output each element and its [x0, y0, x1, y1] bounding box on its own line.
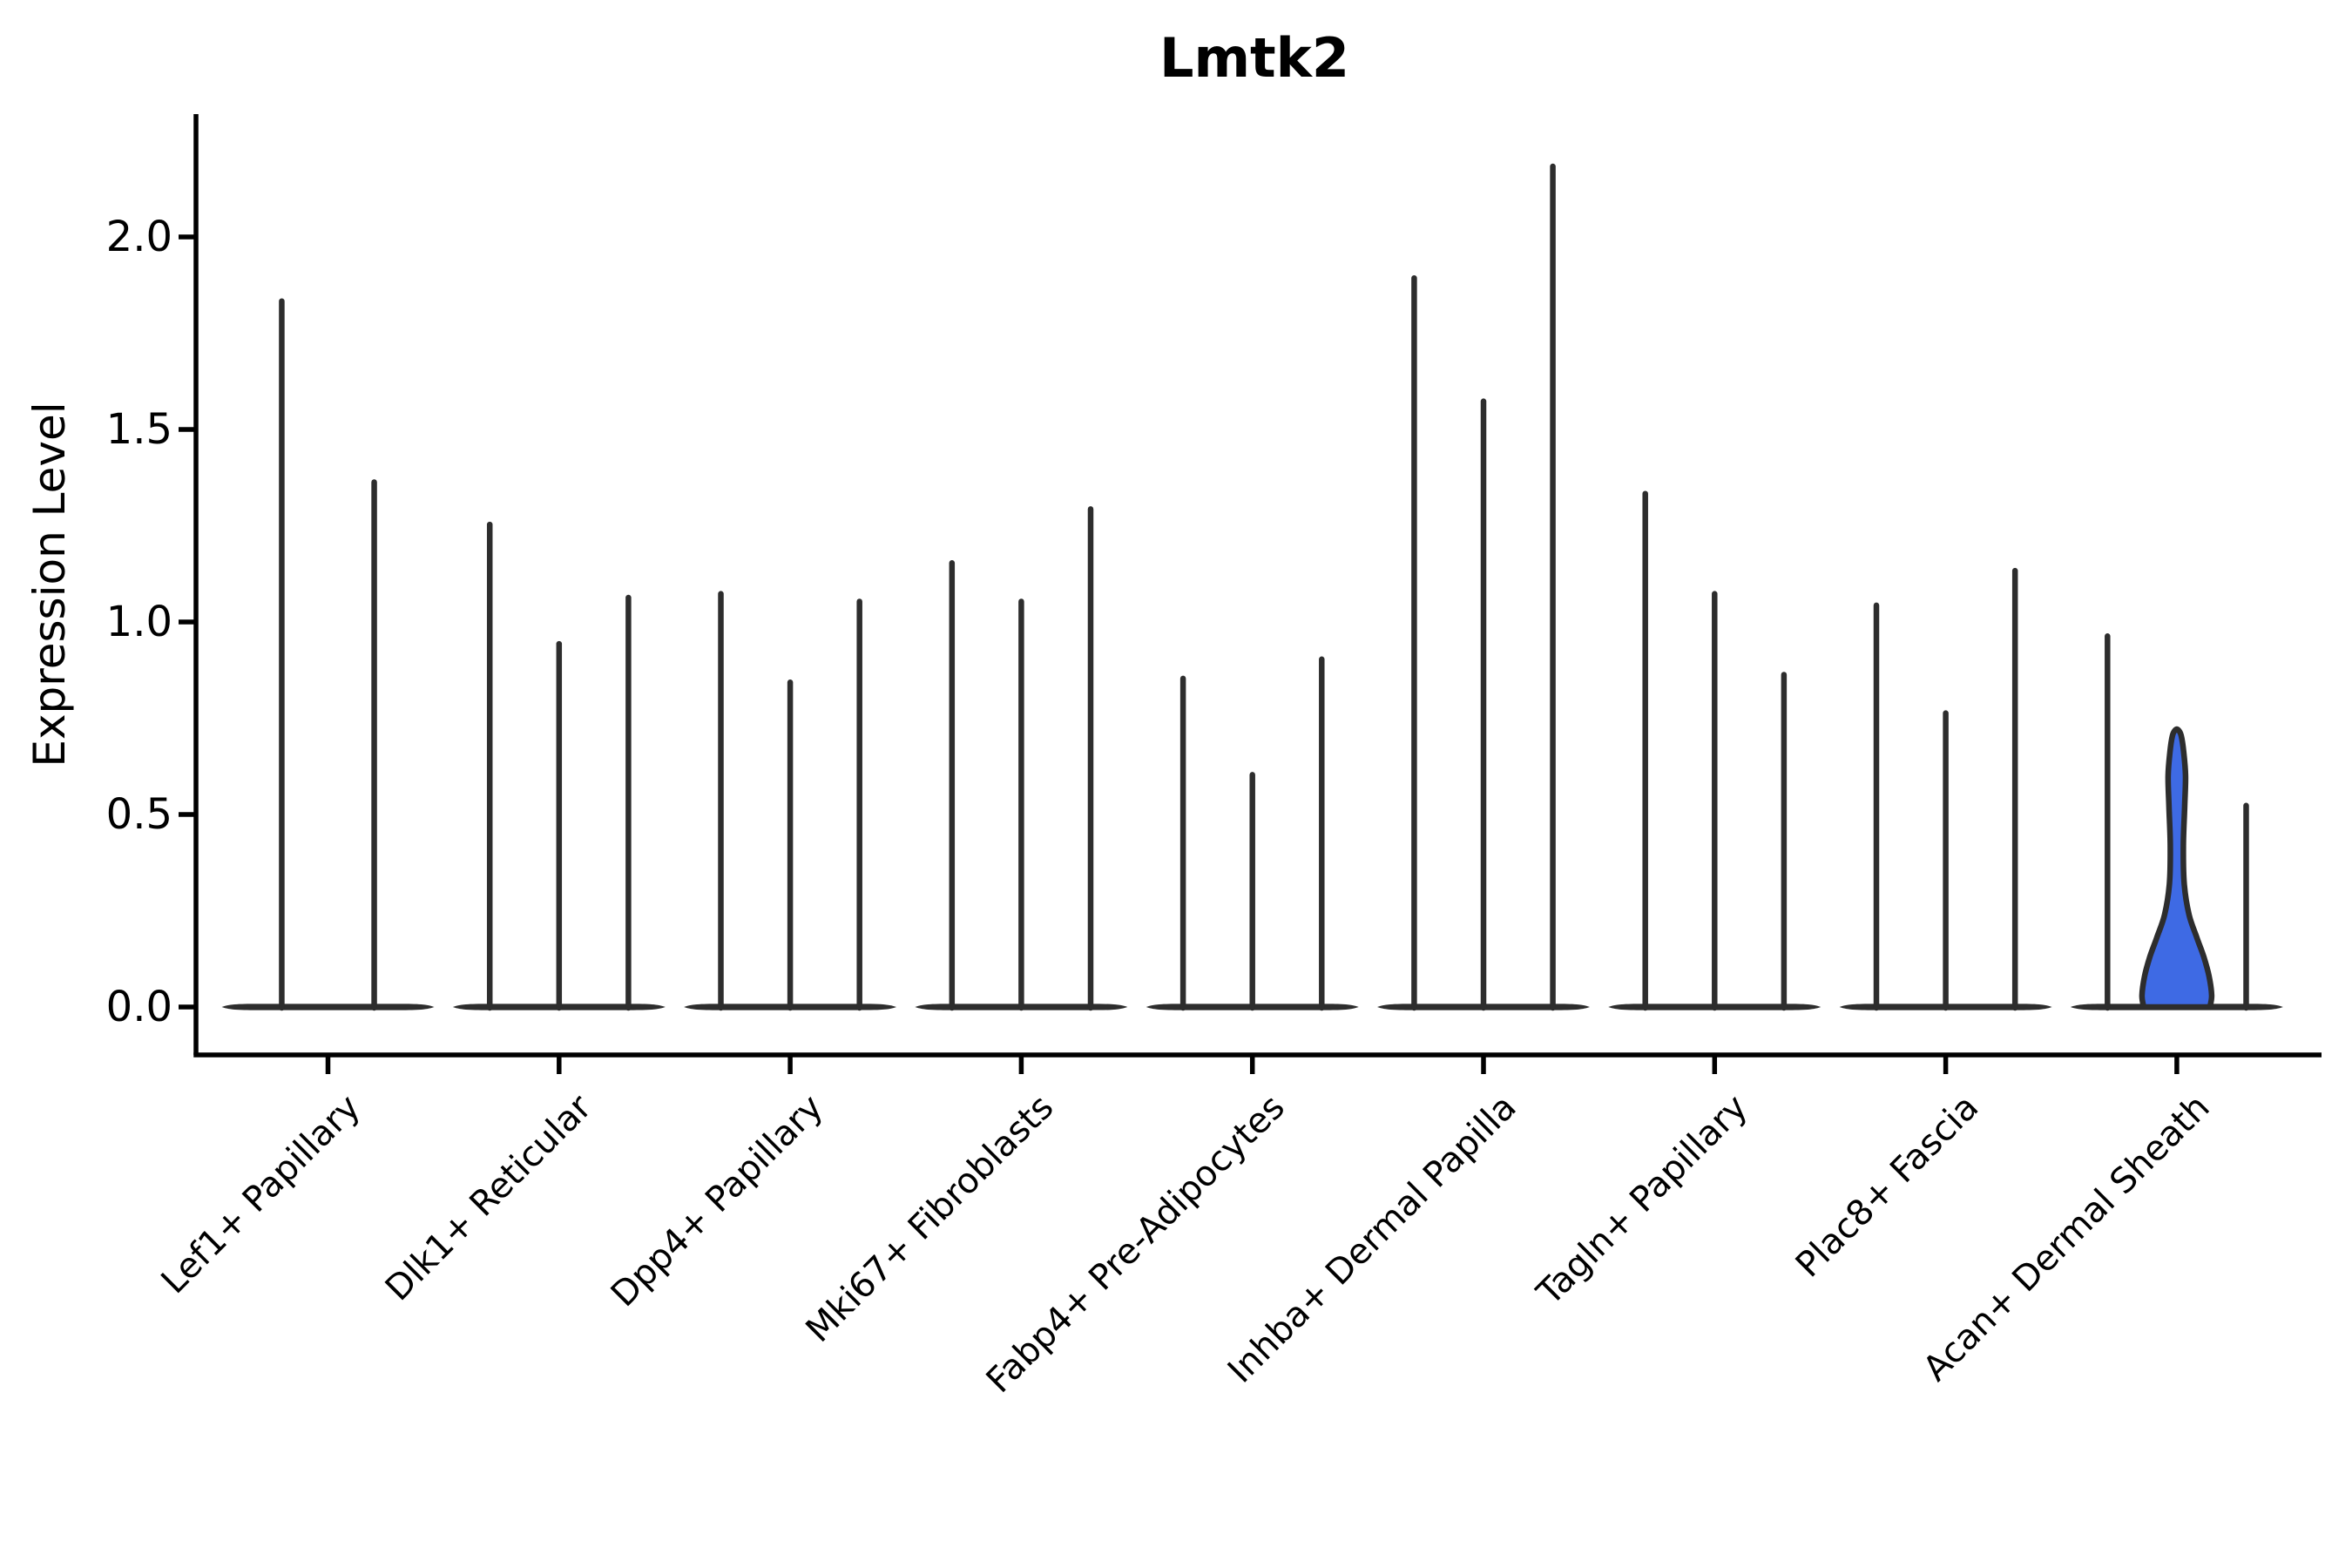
- highlighted-violin: [2139, 726, 2215, 1010]
- chart-title: Lmtk2: [1159, 26, 1350, 90]
- y-tick-label: 0.0: [105, 983, 172, 1031]
- y-tick-label: 2.0: [105, 213, 172, 261]
- group-baseline: [221, 1004, 435, 1010]
- y-tick-label: 1.5: [105, 405, 172, 454]
- y-tick-label: 0.5: [105, 790, 172, 839]
- y-tick-label: 1.0: [105, 598, 172, 646]
